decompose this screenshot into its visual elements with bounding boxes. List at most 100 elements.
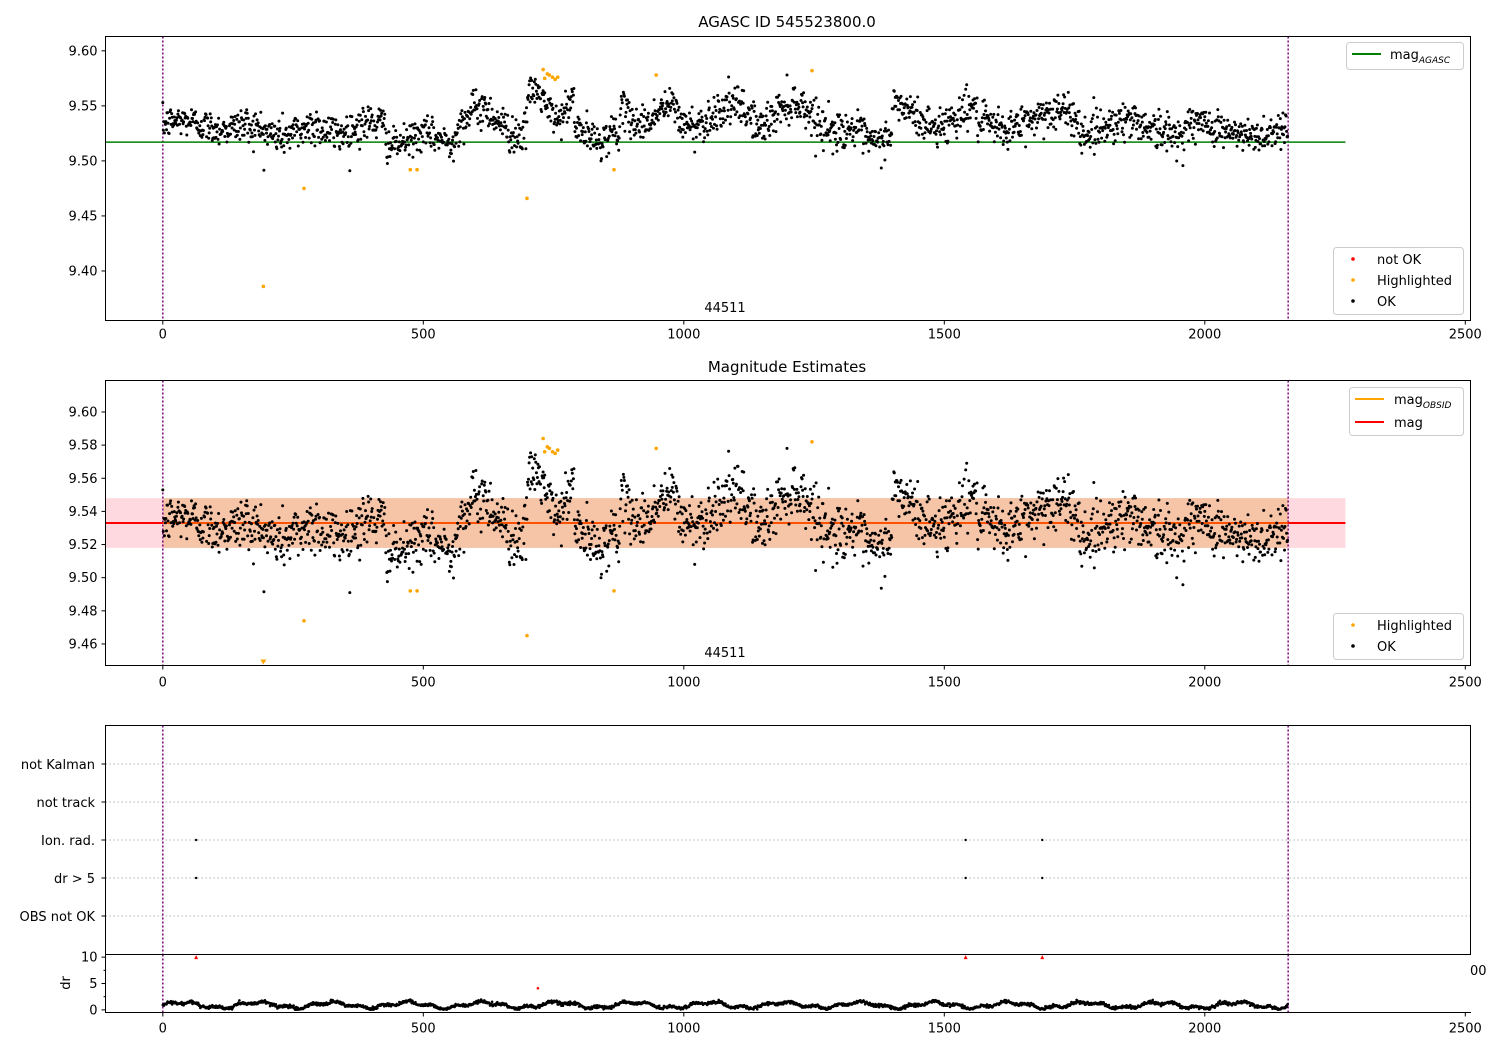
ok-point — [1122, 537, 1125, 540]
ok-point — [553, 120, 557, 124]
ok-point — [890, 132, 894, 136]
ok-point — [1135, 127, 1138, 131]
ok-point — [1206, 524, 1210, 528]
ok-point — [828, 129, 832, 133]
ok-point — [217, 550, 221, 554]
ok-point — [538, 85, 541, 89]
ok-point — [931, 518, 935, 522]
ok-point — [726, 509, 730, 513]
ok-point — [817, 105, 821, 109]
ok-point — [1278, 117, 1282, 121]
ok-point — [328, 545, 331, 549]
ok-point — [722, 106, 726, 110]
ok-point — [995, 134, 999, 138]
ok-point — [775, 513, 779, 517]
ok-point — [984, 500, 987, 504]
ok-point — [788, 104, 792, 108]
ok-point — [206, 124, 210, 128]
ok-point — [1086, 134, 1090, 138]
ok-point — [796, 102, 800, 106]
ok-point — [1090, 128, 1094, 131]
y-tick-label: 9.55 — [69, 99, 98, 114]
ok-point — [716, 93, 720, 97]
ok-point — [960, 495, 964, 499]
ok-point — [717, 99, 721, 103]
ok-point — [770, 109, 774, 113]
ok-point — [1061, 106, 1065, 109]
ok-point — [975, 96, 979, 100]
ok-point — [1122, 133, 1125, 137]
ok-point — [663, 471, 667, 475]
ok-point — [616, 539, 620, 543]
ok-point — [1116, 535, 1120, 539]
ok-point — [1010, 516, 1014, 520]
ok-point — [547, 484, 551, 488]
ok-point — [907, 504, 911, 508]
ok-point — [457, 144, 461, 148]
ok-point — [649, 527, 653, 531]
ok-point — [353, 532, 357, 536]
ok-point — [516, 546, 520, 550]
ok-point — [1133, 505, 1137, 508]
ok-point — [851, 135, 855, 139]
ok-point — [235, 117, 239, 121]
ok-point — [1270, 553, 1274, 557]
ok-point — [962, 477, 966, 481]
ok-point — [765, 497, 769, 501]
ok-point — [1160, 143, 1164, 147]
ok-point — [991, 510, 995, 514]
ok-point — [560, 491, 564, 495]
ok-point — [381, 519, 385, 523]
ok-point — [373, 124, 377, 128]
ok-point — [614, 117, 618, 121]
ok-point — [451, 545, 454, 548]
ok-point — [1162, 524, 1166, 528]
ok-point — [273, 547, 277, 551]
ok-point — [179, 132, 183, 136]
ok-point — [402, 540, 405, 544]
ok-point — [515, 145, 519, 149]
ok-point — [677, 495, 681, 499]
ok-point — [626, 98, 629, 102]
ok-point — [1158, 131, 1161, 135]
ok-point — [282, 563, 286, 567]
ok-point — [744, 122, 748, 126]
ok-point — [320, 526, 324, 530]
ok-point — [720, 109, 724, 113]
ok-point — [330, 529, 334, 532]
ok-point — [1162, 533, 1166, 537]
ok-point — [895, 480, 899, 484]
ok-point — [742, 89, 746, 93]
ok-point — [1173, 548, 1177, 552]
ok-point — [554, 104, 558, 108]
ok-point — [850, 117, 854, 121]
ok-point — [918, 519, 922, 523]
ok-point — [487, 102, 491, 105]
ok-point — [829, 526, 833, 530]
ok-point — [412, 126, 416, 130]
ok-point — [779, 103, 783, 107]
ok-point — [209, 116, 213, 120]
ok-point — [982, 506, 986, 510]
ok-point — [468, 117, 472, 121]
ok-point — [501, 497, 505, 500]
ok-point — [471, 476, 475, 480]
ok-point — [368, 121, 372, 125]
ok-point — [715, 528, 719, 532]
ok-point — [1165, 149, 1169, 153]
ok-point — [763, 137, 767, 141]
ok-point — [522, 136, 526, 140]
ok-point — [246, 131, 250, 135]
ok-point — [1076, 519, 1080, 523]
ok-point — [696, 521, 700, 525]
ok-point — [721, 117, 725, 121]
ok-point — [1111, 528, 1115, 532]
ok-point — [816, 112, 820, 116]
ok-point — [762, 539, 766, 543]
ok-point — [456, 126, 460, 130]
ok-point — [1167, 522, 1171, 526]
ok-point — [853, 144, 857, 148]
ok-point — [850, 512, 854, 516]
ok-point — [742, 470, 746, 474]
ok-point — [674, 110, 677, 114]
